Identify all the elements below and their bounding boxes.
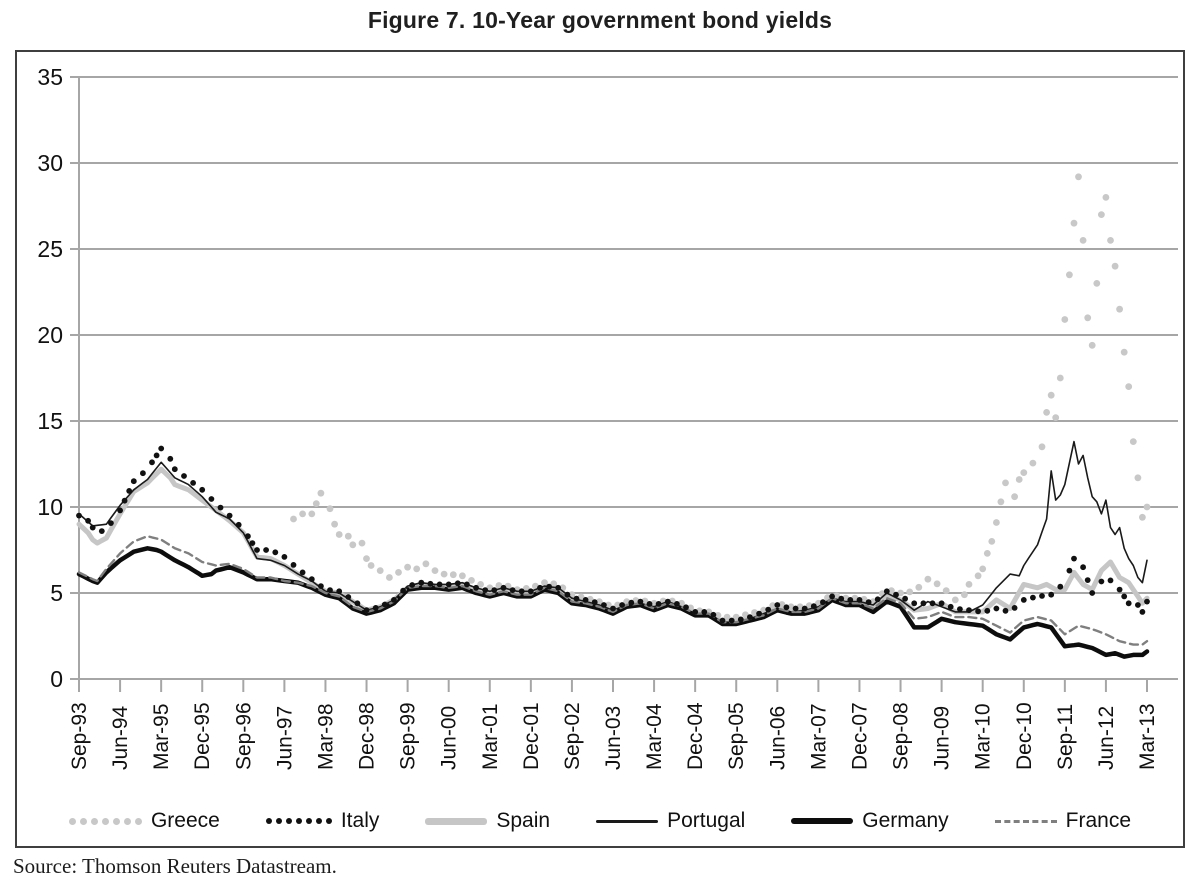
legend-label: Portugal [667,809,746,832]
x-tick-label: Dec-98 [356,702,379,770]
legend-item-italy: Italy [265,809,380,833]
x-tick-label: Jun-06 [766,706,789,770]
y-tick-label: 35 [37,64,63,90]
x-tick-label: Jun-94 [109,705,132,770]
legend-swatch-spain [425,817,488,825]
legend-swatch-portugal [596,819,659,823]
y-tick-label: 20 [37,322,63,348]
legend-swatch-germany [791,818,854,824]
legend-swatch-italy [265,818,332,824]
legend-item-france: France [994,809,1132,833]
x-tick-label: Sep-11 [1054,704,1077,770]
source-note: Source: Thomson Reuters Datastream. [13,854,337,878]
x-tick-label: Mar-95 [150,703,173,770]
x-tick-label: Sep-93 [68,702,91,770]
y-axis-labels: 0 5 10 15 20 25 30 35 [37,64,63,692]
x-tick-label: Mar-07 [807,703,830,770]
gridlines [70,76,1178,680]
legend-item-germany: Germany [791,809,949,833]
x-tick-label: Sep-08 [890,702,913,770]
x-tick-label: Sep-05 [725,702,748,770]
x-tick-label: Jun-97 [273,706,296,770]
legend-label: Spain [496,809,551,832]
x-tick-label: Dec-01 [520,702,543,770]
x-tick-label: Sep-99 [397,702,420,770]
x-tick-label: Sep-02 [561,702,584,770]
series-greece [290,173,1151,621]
y-tick-label: 10 [37,494,63,520]
chart-frame: 0 5 10 15 20 25 30 35 Sep-93 Jun-94 Mar-95 Dec-95 Se… [15,50,1185,848]
x-tick-label: Sep-96 [232,702,255,770]
x-tick-label: Mar-10 [972,703,995,770]
legend-item-spain: Spain [425,809,550,833]
series-italy [76,445,1150,624]
series-germany [76,546,1150,659]
legend-item-portugal: Portugal [596,809,745,833]
y-tick-label: 15 [37,408,63,434]
y-tick-label: 0 [50,666,63,692]
legend-item-greece: Greece [68,809,220,833]
x-tick-label: Dec-07 [849,702,872,770]
x-tick-label: Dec-10 [1013,702,1036,770]
x-tick-label: Dec-95 [191,702,214,770]
y-tick-label: 25 [37,236,63,262]
chart-legend: Greece Italy Spain Portugal Germany France [17,809,1183,833]
x-tick-label: Mar-98 [315,703,338,770]
x-tick-label: Mar-13 [1136,703,1159,770]
x-tick-label: Jun-12 [1095,706,1118,770]
legend-label: France [1065,809,1132,832]
legend-label: Germany [862,809,949,832]
x-tick-label: Jun-03 [602,706,625,770]
y-tick-label: 30 [37,150,63,176]
x-tick-label: Mar-04 [643,703,666,770]
legend-swatch-greece [68,817,142,825]
legend-label: Italy [340,809,380,832]
legend-label: Greece [150,809,220,832]
x-tick-label: Dec-04 [684,702,707,770]
x-tick-label: Mar-01 [479,703,502,770]
y-tick-label: 5 [50,580,63,606]
legend-swatch-france [994,819,1057,823]
x-tick-label: Jun-00 [438,706,461,770]
figure-title: Figure 7. 10-Year government bond yields [367,7,833,33]
x-tick-label: Jun-09 [931,706,954,770]
series-france [77,535,1149,646]
x-axis-labels: Sep-93 Jun-94 Mar-95 Dec-95 Sep-96 Jun-97 Mar-… [68,679,1159,770]
